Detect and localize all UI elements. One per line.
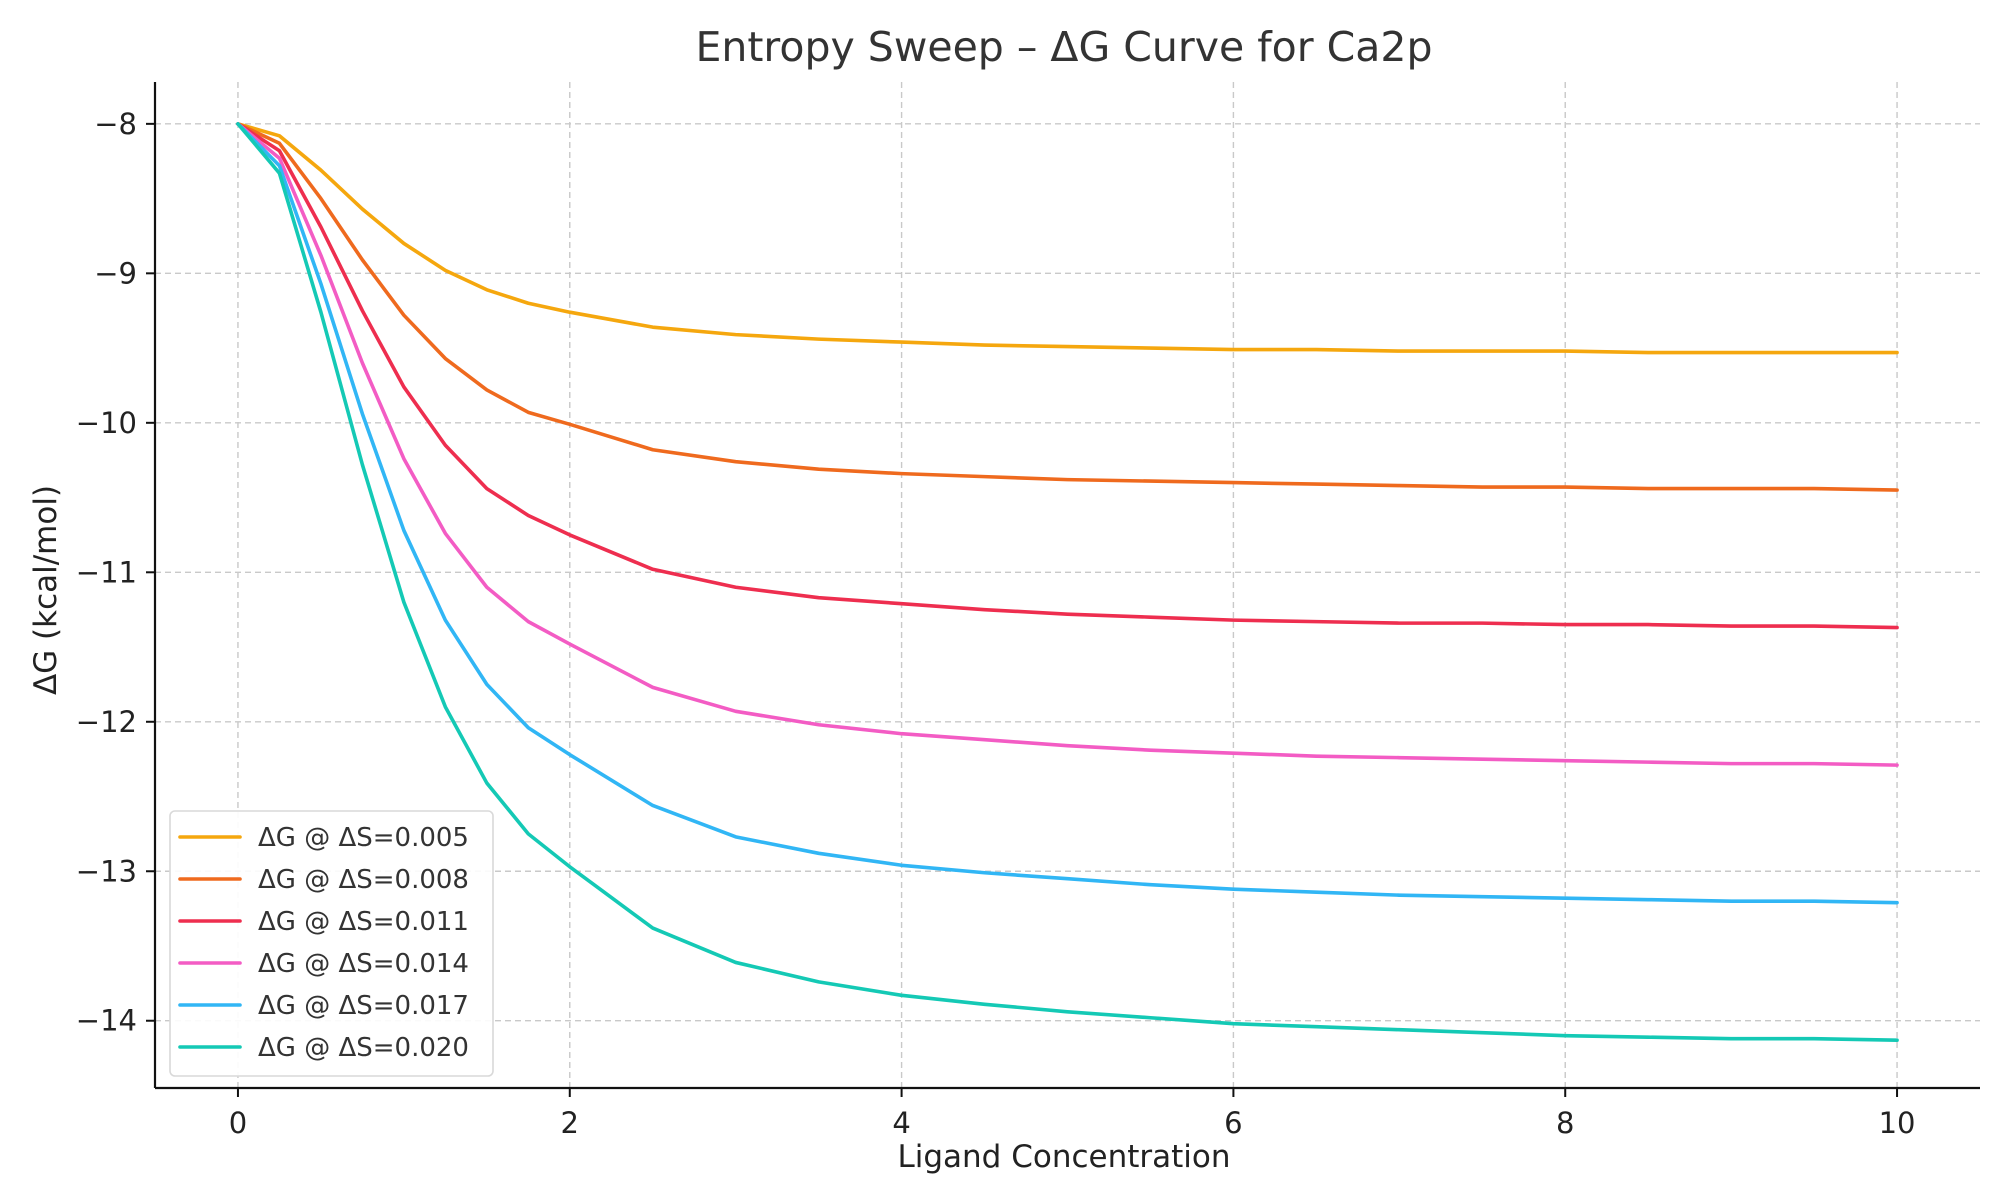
y-tick-label: −8 <box>94 107 137 141</box>
series-line-4 <box>236 122 1899 767</box>
x-tick-label: 8 <box>1556 1106 1574 1140</box>
series-line-1 <box>236 122 1899 355</box>
y-tick-label: −14 <box>76 1004 137 1038</box>
axes-layer <box>153 82 1980 1090</box>
series-line-6 <box>236 122 1899 1042</box>
legend-box <box>169 810 494 1077</box>
y-tick-label: −11 <box>76 555 137 589</box>
series-line-3 <box>236 122 1899 630</box>
series-line-5 <box>236 122 1899 905</box>
legend-label-2: ΔG @ ΔS=0.008 <box>258 865 469 895</box>
y-tick-label: −10 <box>76 406 137 440</box>
x-tick-label: 10 <box>1879 1106 1916 1140</box>
legend-label-5: ΔG @ ΔS=0.017 <box>258 991 469 1021</box>
series-line-2 <box>236 122 1899 492</box>
ticks-layer: 0 2 4 6 8 10 −8 −9 −10 −11 −12 −13 −14 <box>76 107 1916 1140</box>
x-axis-label: Ligand Concentration <box>897 1139 1230 1175</box>
legend-label-3: ΔG @ ΔS=0.011 <box>258 907 469 937</box>
legend-label-6: ΔG @ ΔS=0.020 <box>258 1033 469 1063</box>
legend: ΔG @ ΔS=0.005 ΔG @ ΔS=0.008 ΔG @ ΔS=0.011 Δ… <box>169 810 494 1077</box>
y-tick-label: −9 <box>94 256 137 290</box>
y-axis-label: ΔG (kcal/mol) <box>28 485 64 695</box>
x-tick-label: 6 <box>1224 1106 1242 1140</box>
x-tick-label: 0 <box>229 1106 247 1140</box>
legend-label-4: ΔG @ ΔS=0.014 <box>258 949 469 979</box>
x-tick-label: 2 <box>561 1106 579 1140</box>
grid-layer <box>155 82 1980 1088</box>
series-layer <box>236 122 1899 1042</box>
legend-label-1: ΔG @ ΔS=0.005 <box>258 823 469 853</box>
x-tick-label: 4 <box>892 1106 910 1140</box>
y-tick-label: −13 <box>76 854 137 888</box>
chart-title: Entropy Sweep – ΔG Curve for Ca2p <box>695 23 1432 71</box>
y-tick-label: −12 <box>76 705 137 739</box>
